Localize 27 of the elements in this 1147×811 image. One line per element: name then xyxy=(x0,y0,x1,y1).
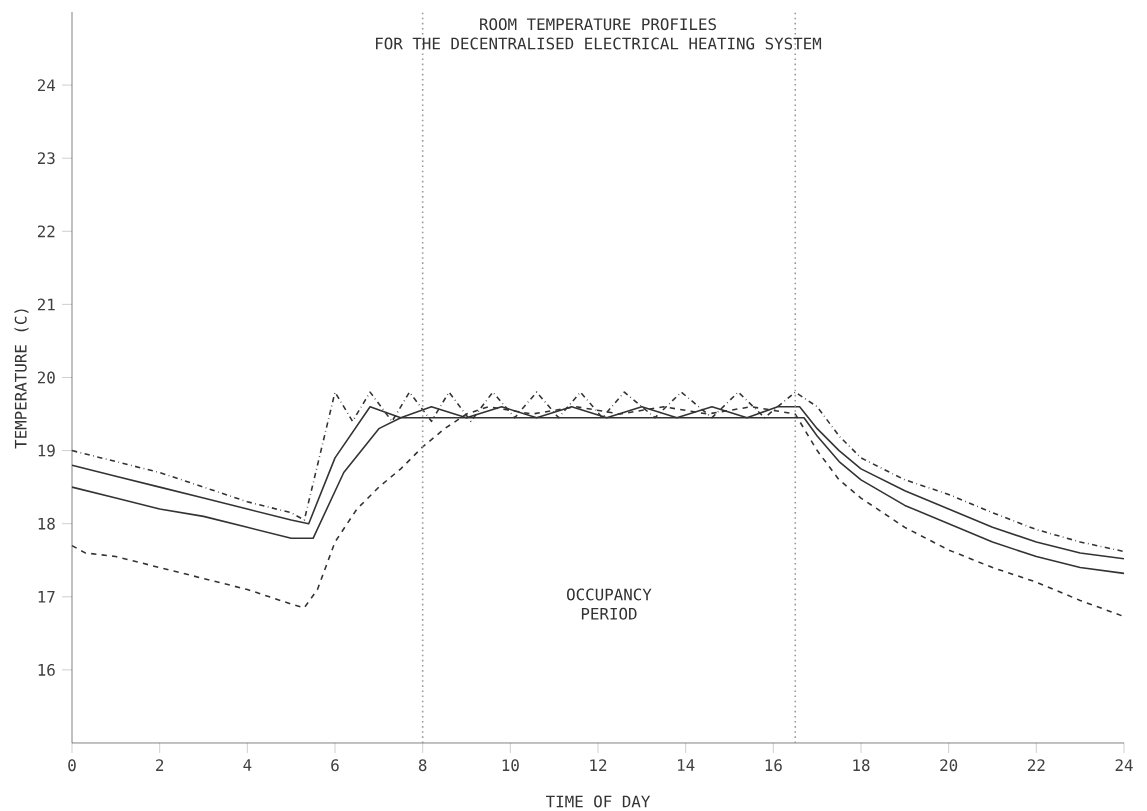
x-tick-label: 6 xyxy=(331,759,339,772)
text: FOR THE DECENTRALISED ELECTRICAL HEATING SYSTEM xyxy=(376,37,822,50)
x-tick-label: 24 xyxy=(1115,759,1133,771)
x-tick-label: 20 xyxy=(940,759,958,772)
y-tick-label: 17 xyxy=(38,591,55,603)
y-tick-label: 16 xyxy=(38,663,55,676)
x-tick-label: 10 xyxy=(502,759,519,772)
x-tick-label: 18 xyxy=(853,759,870,772)
y-tick-label: 18 xyxy=(38,517,55,530)
y-tick-label: 24 xyxy=(37,79,56,91)
x-tick-label: 8 xyxy=(418,759,427,772)
y-tick-label: 23 xyxy=(37,152,55,165)
x-tick-label: 0 xyxy=(68,759,76,772)
chart-title: ROOM TEMPERATURE PROFILES xyxy=(480,18,716,31)
x-axis-title: TIME OF DAY xyxy=(545,795,651,808)
y-tick-label: 20 xyxy=(37,371,55,384)
y-tick-label: 22 xyxy=(37,225,55,238)
y-tick-label: 21 xyxy=(37,298,55,311)
x-tick-label: 22 xyxy=(1028,759,1045,771)
x-tick-label: 14 xyxy=(678,759,695,771)
annotation: OCCUPANCY PERIOD xyxy=(567,588,652,620)
y-axis-title: TEMPERATURE (C) xyxy=(14,309,29,449)
x-tick-label: 12 xyxy=(590,759,607,771)
x-tick-label: 2 xyxy=(156,759,164,771)
y-tick-label: 19 xyxy=(38,444,55,457)
x-tick-label: 16 xyxy=(765,759,782,772)
x-tick-label: 4 xyxy=(243,759,252,771)
